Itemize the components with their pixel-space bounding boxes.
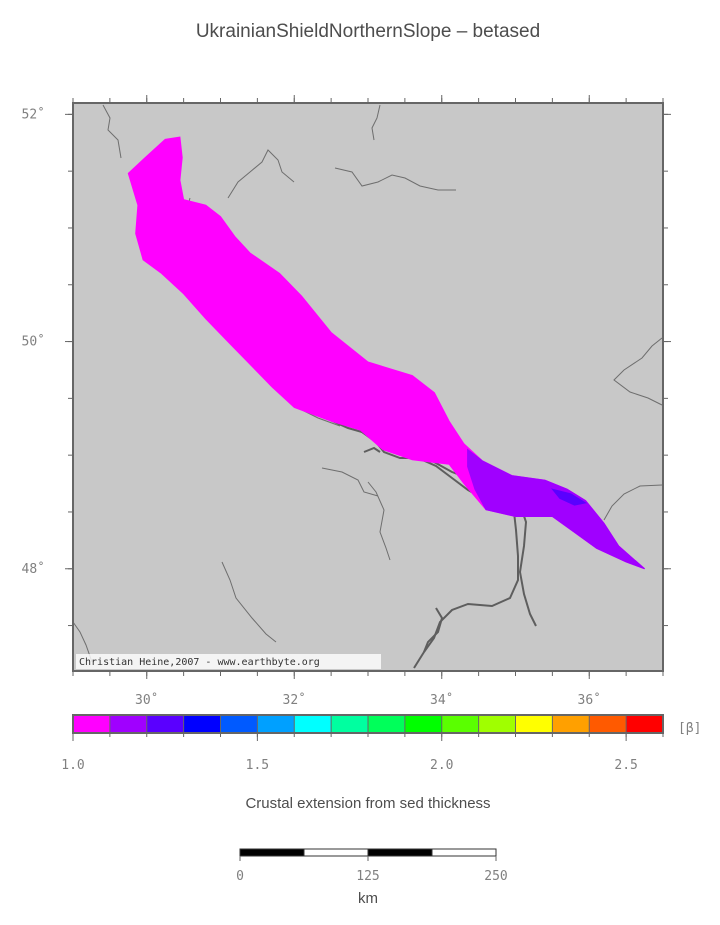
colorbar-cell	[478, 715, 516, 733]
colorbar-cell	[404, 715, 443, 733]
colorbar-unit: [β]	[678, 721, 701, 736]
river-line	[321, 467, 379, 497]
river-line	[603, 484, 663, 521]
river-line	[221, 561, 277, 643]
river-line	[72, 621, 93, 663]
credit-backdrop	[76, 654, 381, 669]
lon-label: 32˚	[283, 692, 306, 708]
river-line	[102, 104, 122, 159]
dnieper-inlet	[363, 446, 381, 453]
scale-bar-label: 0	[236, 869, 244, 884]
lon-label: 34˚	[430, 692, 453, 708]
colorbar-cell	[626, 715, 664, 733]
colorbar-tick-label: 2.0	[430, 758, 453, 773]
colorbar-cell	[294, 715, 332, 733]
colorbar-tick-label: 1.0	[61, 758, 84, 773]
river-line	[613, 337, 663, 406]
scale-bar-label: 125	[356, 869, 379, 884]
scale-bar-segment	[303, 848, 369, 857]
colorbar-cell	[552, 715, 590, 733]
lat-label: 52˚	[22, 106, 45, 122]
figure-title: UkrainianShieldNorthernSlope – betased	[196, 21, 540, 42]
dnieper-lower-arm	[423, 607, 444, 653]
colorbar: [β] 1.0 1.5 2.0 2.5 Crustal extension from …	[61, 714, 701, 812]
colorbar-cell	[368, 715, 406, 733]
river-line	[371, 104, 381, 141]
lat-label: 50˚	[22, 334, 45, 350]
colorbar-cell	[515, 715, 553, 733]
colorbar-cell	[441, 715, 480, 733]
lon-label: 36˚	[578, 692, 601, 708]
scale-bar-segment	[239, 848, 305, 857]
colorbar-tick-label: 2.5	[614, 758, 637, 773]
colorbar-cell	[331, 715, 369, 733]
lat-label: 48˚	[22, 561, 45, 577]
extension-patch	[551, 488, 587, 506]
scale-bar-segment	[367, 848, 433, 857]
scale-bar-unit: km	[358, 890, 378, 907]
river-line	[334, 167, 456, 191]
river-line	[227, 149, 295, 199]
colorbar-cell	[146, 715, 185, 733]
river-line	[367, 481, 391, 561]
colorbar-cell	[257, 715, 295, 733]
colorbar-cell	[183, 715, 221, 733]
colorbar-tick-label: 1.5	[246, 758, 269, 773]
map-panel: 52˚ 50˚ 48˚ 30˚ 32˚ 34˚ 36˚ Christian Heine,2…	[22, 95, 671, 708]
scale-bar-label: 250	[484, 869, 507, 884]
colorbar-cell	[220, 715, 258, 733]
extension-subregion	[467, 448, 645, 570]
colorbar-cell	[73, 715, 111, 733]
colorbar-cell	[589, 715, 627, 733]
lon-label: 30˚	[135, 692, 158, 708]
scale-bar: 0 125 250 km	[236, 848, 508, 907]
scale-bar-segment	[431, 848, 497, 857]
colorbar-caption: Crustal extension from sed thickness	[245, 795, 490, 812]
map-credit: Christian Heine,2007 - www.earthbyte.org	[79, 657, 320, 668]
colorbar-cell	[109, 715, 148, 733]
